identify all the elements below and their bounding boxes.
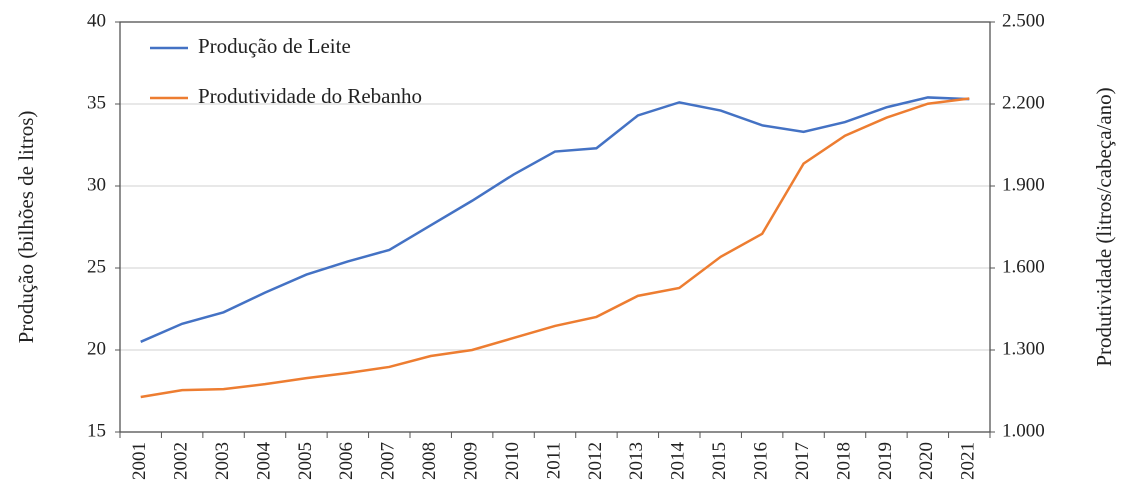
x-tick-label: 2011 [543, 442, 564, 479]
y-tick-label: 40 [87, 10, 106, 31]
plot-frame [119, 21, 991, 433]
x-tick-label: 2009 [461, 442, 482, 480]
y-axis-title: Produção (bilhões de litros) [14, 111, 38, 344]
line-series [140, 96, 970, 343]
x-tick-label: 2014 [668, 442, 689, 481]
x-tick-label: 2021 [958, 442, 979, 480]
x-tick-label: 2005 [295, 442, 316, 480]
x-tick-label: 2002 [171, 442, 192, 480]
x-tick-label: 2006 [336, 442, 357, 480]
y-tick-label: 30 [87, 174, 106, 195]
y2-tick-label: 2.200 [1002, 92, 1045, 113]
x-tick-label: 2013 [626, 442, 647, 480]
y-tick-label: 20 [87, 338, 106, 359]
x-tick-label: 2020 [916, 442, 937, 480]
x-tick-label: 2016 [751, 442, 772, 480]
x-tick-label: 2019 [875, 442, 896, 480]
y2-tick-label: 2.500 [1002, 10, 1045, 31]
legend-label: Produtividade do Rebanho [198, 84, 422, 108]
y2-tick-label: 1.900 [1002, 174, 1045, 195]
x-tick-label: 2001 [129, 442, 150, 480]
x-tick-label: 2003 [212, 442, 233, 480]
x-tick-label: 2015 [709, 442, 730, 480]
y-tick-label: 15 [87, 420, 106, 441]
x-tick-label: 2018 [833, 442, 854, 480]
legend-label: Produção de Leite [198, 34, 351, 58]
x-tick-label: 2010 [502, 442, 523, 480]
x-tick-label: 2017 [792, 442, 813, 480]
x-tick-label: 2007 [378, 442, 399, 480]
x-tick-label: 2012 [585, 442, 606, 480]
y-tick-label: 35 [87, 92, 106, 113]
y2-tick-label: 1.000 [1002, 420, 1045, 441]
y2-axis-title: Produtividade (litros/cabeça/ano) [1092, 87, 1116, 366]
y-tick-label: 25 [87, 256, 106, 277]
x-tick-label: 2004 [253, 442, 274, 481]
x-tick-label: 2008 [419, 442, 440, 480]
line-series [140, 97, 970, 399]
y2-tick-label: 1.300 [1002, 338, 1045, 359]
y2-tick-label: 1.600 [1002, 256, 1045, 277]
